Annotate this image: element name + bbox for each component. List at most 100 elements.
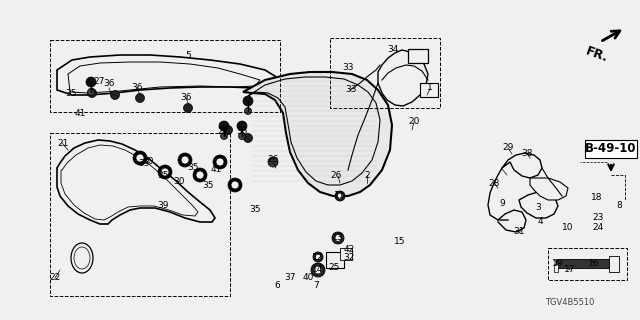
Circle shape bbox=[231, 181, 239, 189]
Circle shape bbox=[228, 178, 242, 192]
Text: 6: 6 bbox=[274, 281, 280, 290]
Text: 35: 35 bbox=[202, 180, 214, 189]
Circle shape bbox=[196, 171, 204, 179]
Text: 33: 33 bbox=[342, 63, 354, 73]
Text: 10: 10 bbox=[563, 222, 573, 231]
Text: 35: 35 bbox=[236, 127, 248, 137]
Text: 35: 35 bbox=[65, 89, 77, 98]
Text: 18: 18 bbox=[591, 194, 603, 203]
Text: TGV4B5510: TGV4B5510 bbox=[545, 298, 595, 307]
Text: 12: 12 bbox=[312, 252, 324, 261]
Text: 5: 5 bbox=[185, 52, 191, 60]
Text: FR.: FR. bbox=[584, 45, 610, 65]
Text: 32: 32 bbox=[343, 253, 355, 262]
Circle shape bbox=[184, 103, 193, 113]
Circle shape bbox=[88, 89, 95, 95]
Polygon shape bbox=[519, 192, 558, 218]
Bar bbox=[50, 133, 230, 296]
Circle shape bbox=[311, 263, 325, 277]
Polygon shape bbox=[502, 153, 542, 178]
Circle shape bbox=[136, 93, 145, 102]
Text: 11: 11 bbox=[334, 191, 346, 201]
Text: 35: 35 bbox=[138, 158, 150, 167]
Circle shape bbox=[243, 96, 253, 106]
Circle shape bbox=[316, 254, 321, 260]
Text: 14: 14 bbox=[312, 266, 324, 275]
Circle shape bbox=[239, 132, 246, 140]
Bar bbox=[340, 248, 352, 260]
Polygon shape bbox=[530, 178, 568, 200]
Text: 37: 37 bbox=[284, 274, 296, 283]
Text: 30: 30 bbox=[173, 178, 185, 187]
Circle shape bbox=[86, 77, 96, 87]
Text: 2: 2 bbox=[364, 171, 370, 180]
Circle shape bbox=[181, 156, 189, 164]
Circle shape bbox=[136, 154, 144, 162]
Circle shape bbox=[161, 168, 169, 176]
Bar bbox=[609, 256, 619, 272]
Text: 26: 26 bbox=[268, 156, 278, 164]
Text: 21: 21 bbox=[58, 139, 68, 148]
Text: 15: 15 bbox=[394, 237, 406, 246]
Circle shape bbox=[335, 191, 345, 201]
Text: 9: 9 bbox=[499, 199, 505, 209]
Text: 29: 29 bbox=[502, 143, 514, 153]
Text: 27: 27 bbox=[93, 77, 105, 86]
Circle shape bbox=[314, 266, 322, 274]
Bar bbox=[548, 248, 627, 280]
Text: 42: 42 bbox=[344, 245, 355, 254]
Text: 20: 20 bbox=[408, 117, 420, 126]
Text: 41: 41 bbox=[211, 165, 221, 174]
Circle shape bbox=[193, 168, 207, 182]
Circle shape bbox=[337, 193, 343, 199]
Text: 35: 35 bbox=[188, 164, 199, 172]
Text: 28: 28 bbox=[488, 179, 500, 188]
Bar bbox=[50, 40, 280, 112]
Text: 35: 35 bbox=[157, 171, 169, 180]
Text: 34: 34 bbox=[387, 45, 399, 54]
Text: 41: 41 bbox=[74, 108, 86, 117]
Text: 36: 36 bbox=[103, 79, 115, 89]
Text: B-49-10: B-49-10 bbox=[585, 142, 637, 156]
Bar bbox=[408, 49, 428, 63]
Text: 19: 19 bbox=[552, 259, 564, 268]
Bar bbox=[326, 252, 344, 268]
Text: 36: 36 bbox=[131, 84, 143, 92]
Circle shape bbox=[237, 121, 247, 131]
Text: 39: 39 bbox=[157, 201, 169, 210]
Circle shape bbox=[243, 133, 253, 142]
Text: 24: 24 bbox=[593, 223, 604, 233]
Circle shape bbox=[158, 165, 172, 179]
Text: 16: 16 bbox=[588, 259, 600, 268]
Text: 23: 23 bbox=[592, 213, 604, 222]
Circle shape bbox=[244, 108, 252, 115]
Text: 7: 7 bbox=[313, 281, 319, 290]
Circle shape bbox=[221, 132, 227, 140]
Bar bbox=[420, 83, 438, 97]
Text: 36: 36 bbox=[180, 93, 192, 102]
Polygon shape bbox=[378, 50, 428, 106]
Circle shape bbox=[335, 235, 341, 241]
Circle shape bbox=[88, 89, 97, 98]
Text: 31: 31 bbox=[513, 228, 525, 236]
Text: 8: 8 bbox=[616, 201, 622, 210]
Circle shape bbox=[223, 125, 232, 134]
Bar bbox=[556, 259, 614, 268]
Circle shape bbox=[213, 155, 227, 169]
Polygon shape bbox=[243, 72, 392, 196]
Text: 38: 38 bbox=[521, 148, 532, 157]
Circle shape bbox=[219, 121, 229, 131]
Circle shape bbox=[133, 151, 147, 165]
Polygon shape bbox=[57, 55, 278, 95]
Polygon shape bbox=[57, 140, 215, 224]
Text: 35: 35 bbox=[249, 205, 260, 214]
Bar bbox=[330, 38, 440, 108]
Circle shape bbox=[313, 252, 323, 262]
Text: 33: 33 bbox=[345, 85, 356, 94]
Text: 22: 22 bbox=[49, 274, 61, 283]
Circle shape bbox=[268, 157, 278, 167]
Text: 1: 1 bbox=[427, 84, 433, 92]
Text: 17: 17 bbox=[564, 266, 576, 275]
Text: 3: 3 bbox=[535, 204, 541, 212]
Text: 40: 40 bbox=[302, 274, 314, 283]
